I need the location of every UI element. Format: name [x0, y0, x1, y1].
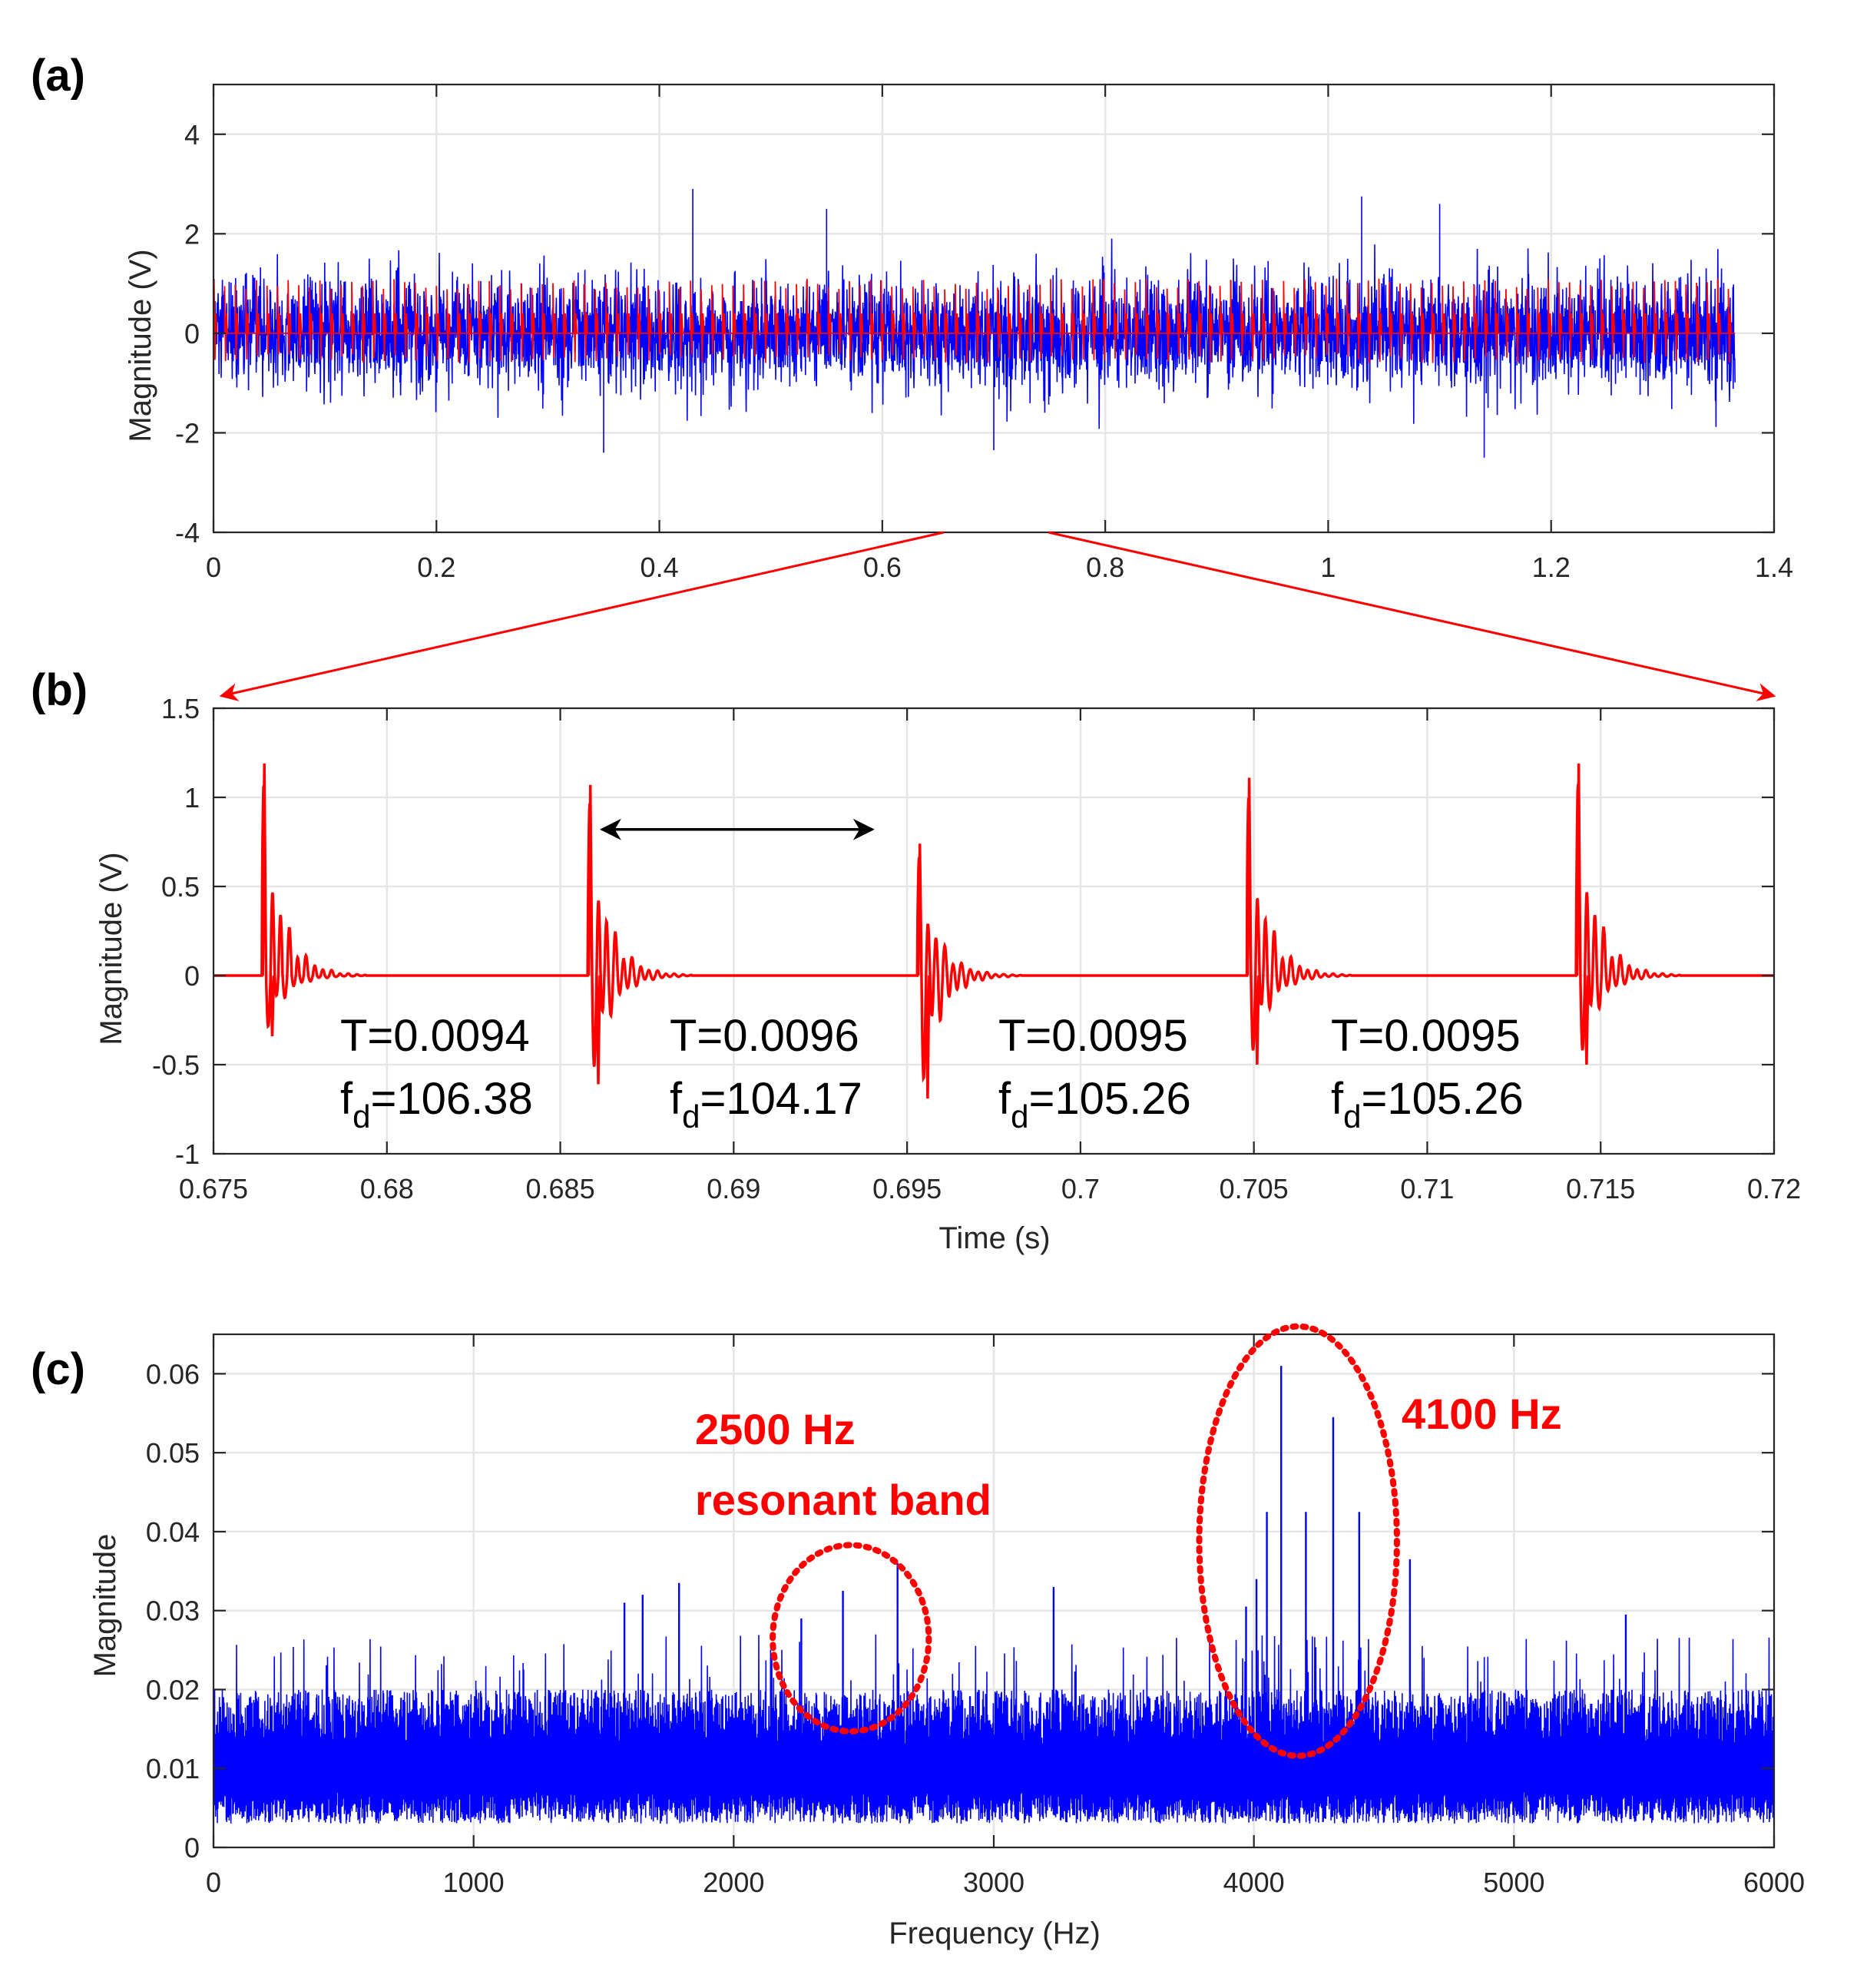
- axes-c: 0 1000 2000 3000 4000 5000 6000 0 0.01 0.02 0.03 0.…: [146, 1333, 1805, 1898]
- period-label-3: T=0.0095: [998, 1011, 1188, 1061]
- x-axis-label-c: Frequency (Hz): [889, 1917, 1101, 1950]
- plot-frame-b: [212, 707, 1776, 1155]
- y-tick-label-c-3: 0.03: [146, 1595, 200, 1627]
- x-axis-label-b: Time (s): [938, 1221, 1050, 1255]
- chart-panel-c: 0 1000 2000 3000 4000 5000 6000 0 0.01 0.02 0.03 0.…: [88, 1323, 1805, 1950]
- zoom-connector-left: [219, 531, 945, 701]
- spectrum-peaks: [623, 1366, 1627, 1753]
- y-tick-label-c-5: 0.05: [146, 1437, 200, 1469]
- annotation-b-2: T=0.0096 fd=104.17: [670, 1011, 862, 1135]
- x-tick-label-a-1: 0.2: [417, 552, 455, 583]
- panel-label-a: (a): [31, 51, 85, 101]
- x-tick-label-a-7: 1.4: [1755, 552, 1793, 583]
- y-tick-label-a-1: -2: [175, 417, 200, 449]
- panel-label-b: (b): [31, 665, 88, 715]
- y-tick-label-b-1: -0.5: [152, 1049, 200, 1081]
- annotation-b-4: T=0.0095 fd=105.26: [1331, 1011, 1524, 1135]
- y-tick-label-b-5: 1.5: [161, 693, 200, 724]
- period-label-4: T=0.0095: [1331, 1011, 1521, 1061]
- chart-panel-a: 0 0.2 0.4 0.6 0.8 1 1.2 1.4 -4 -2 0 2 4 Magnitude (V…: [124, 83, 1793, 583]
- x-tick-label-b-3: 0.69: [707, 1173, 760, 1204]
- x-tick-label-c-1: 1000: [443, 1867, 505, 1898]
- resonant-label-4100: 4100 Hz: [1402, 1390, 1562, 1438]
- x-tick-label-b-4: 0.695: [872, 1173, 942, 1204]
- y-tick-label-a-3: 2: [184, 218, 200, 250]
- y-axis-label-b: Magnitude (V): [94, 852, 128, 1045]
- x-tick-label-b-0: 0.675: [179, 1173, 248, 1204]
- period-label-1: T=0.0094: [340, 1011, 530, 1061]
- series-b-fault-impulses: [214, 763, 1774, 1099]
- resonant-label-2500-line2: resonant band: [695, 1476, 991, 1524]
- x-tick-label-a-3: 0.6: [863, 552, 902, 583]
- y-tick-label-b-4: 1: [184, 782, 200, 813]
- resonant-band-ellipse-2500: [770, 1542, 932, 1735]
- fault-frequency-label-3: fd=105.26: [998, 1074, 1191, 1135]
- fault-frequency-label-4: fd=105.26: [1331, 1074, 1524, 1135]
- y-tick-label-b-2: 0: [184, 960, 200, 992]
- y-axis-label-c: Magnitude: [88, 1534, 122, 1678]
- series-a-fault-impulses: [213, 278, 1736, 363]
- y-axis-label-a: Magnitude (V): [124, 249, 157, 442]
- x-tick-label-c-5: 5000: [1483, 1867, 1544, 1898]
- y-tick-label-c-1: 0.01: [146, 1753, 200, 1784]
- period-label-2: T=0.0096: [670, 1011, 859, 1061]
- y-tick-label-b-3: 0.5: [161, 871, 200, 903]
- x-tick-label-a-2: 0.4: [641, 552, 679, 583]
- axes-a: 0 0.2 0.4 0.6 0.8 1 1.2 1.4 -4 -2 0 2 4: [175, 83, 1793, 583]
- annotation-b-3: T=0.0095 fd=105.26: [998, 1011, 1191, 1135]
- x-tick-label-b-1: 0.68: [360, 1173, 414, 1204]
- x-tick-label-c-6: 6000: [1743, 1867, 1805, 1898]
- x-tick-label-c-2: 2000: [703, 1867, 764, 1898]
- y-tick-label-b-0: -1: [175, 1138, 200, 1170]
- x-tick-label-b-7: 0.71: [1400, 1173, 1454, 1204]
- resonant-label-2500-line1: 2500 Hz: [695, 1405, 856, 1453]
- x-tick-label-a-0: 0: [206, 552, 221, 583]
- y-tick-label-a-0: -4: [175, 517, 200, 548]
- x-tick-label-b-5: 0.7: [1061, 1173, 1100, 1204]
- annotation-b-1: T=0.0094 fd=106.38: [340, 1011, 533, 1135]
- y-tick-label-a-4: 4: [184, 119, 200, 151]
- x-tick-label-b-8: 0.715: [1566, 1173, 1635, 1204]
- x-tick-label-a-6: 1.2: [1532, 552, 1571, 583]
- x-tick-label-c-0: 0: [206, 1867, 221, 1898]
- y-tick-label-c-0: 0: [184, 1832, 200, 1864]
- x-tick-label-c-4: 4000: [1223, 1867, 1285, 1898]
- fault-frequency-label-1: fd=106.38: [340, 1074, 533, 1135]
- axes-b: 0.675 0.68 0.685 0.69 0.695 0.7 0.705 0.71 0.715…: [152, 693, 1801, 1204]
- y-tick-label-c-4: 0.04: [146, 1516, 200, 1548]
- chart-panel-b: 0.675 0.68 0.685 0.69 0.695 0.7 0.705 0.71 0.715…: [94, 693, 1801, 1255]
- y-tick-label-c-2: 0.02: [146, 1674, 200, 1705]
- series-c-spectrum: [213, 1634, 1775, 1824]
- panel-label-c: (c): [31, 1344, 85, 1394]
- fault-frequency-label-2: fd=104.17: [670, 1074, 862, 1135]
- resonant-band-ellipse-4100: [1196, 1323, 1400, 1759]
- x-tick-label-c-3: 3000: [963, 1867, 1024, 1898]
- x-tick-label-b-6: 0.705: [1220, 1173, 1289, 1204]
- x-tick-label-a-5: 1: [1320, 552, 1336, 583]
- y-tick-label-a-2: 0: [184, 318, 200, 350]
- plot-frame-a: [212, 83, 1776, 534]
- x-tick-label-b-2: 0.685: [526, 1173, 595, 1204]
- x-tick-label-a-4: 0.8: [1086, 552, 1124, 583]
- series-a-noisy-signal: [213, 189, 1736, 458]
- x-tick-label-b-9: 0.72: [1747, 1173, 1801, 1204]
- y-tick-label-c-6: 0.06: [146, 1358, 200, 1390]
- zoom-connector-right: [1048, 531, 1776, 701]
